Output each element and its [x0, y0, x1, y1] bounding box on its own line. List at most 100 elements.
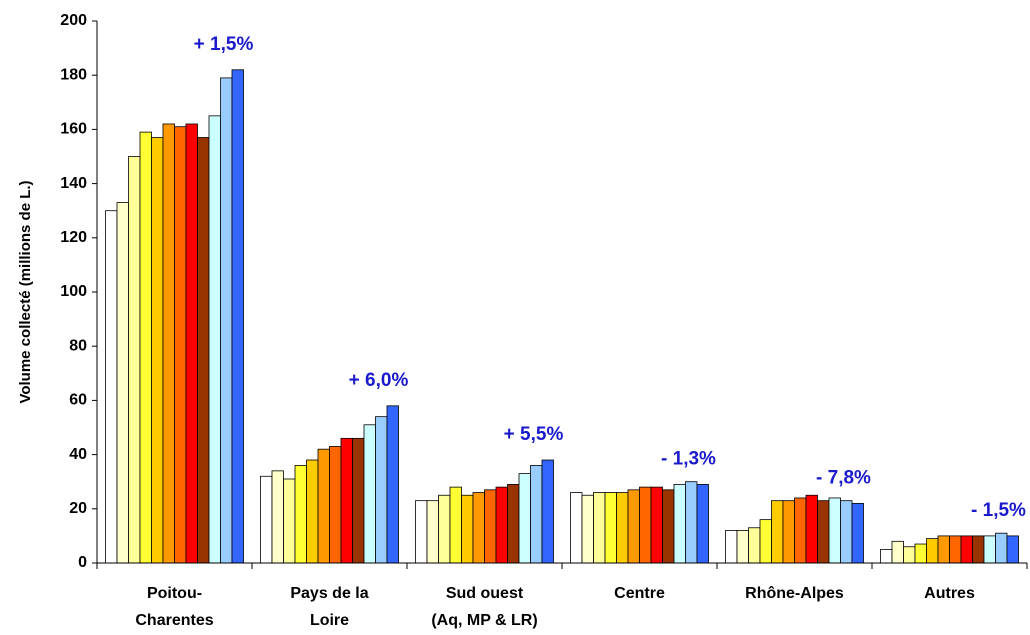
bar: [541, 459, 554, 564]
bar: [794, 497, 807, 564]
annotation: + 5,5%: [504, 424, 564, 445]
bar: [375, 416, 388, 564]
bar: [461, 494, 474, 564]
bar: [771, 500, 784, 564]
annotation: - 1,5%: [971, 500, 1026, 521]
bar: [472, 492, 485, 564]
bar: [185, 123, 198, 564]
bar: [294, 465, 307, 564]
x-tick-label: Loire: [310, 612, 349, 629]
bar: [530, 465, 543, 564]
bar: [581, 494, 594, 564]
bar: [650, 486, 663, 564]
annotation: + 1,5%: [194, 34, 254, 55]
bar: [162, 123, 175, 564]
bar: [627, 489, 640, 564]
bar: [840, 500, 853, 564]
y-tick-label: 80: [69, 337, 87, 354]
y-tick-label: 120: [60, 229, 87, 246]
bar: [174, 126, 187, 564]
bar: [891, 540, 904, 564]
bar: [616, 492, 629, 564]
bar: [518, 473, 531, 564]
bar: [449, 486, 462, 564]
annotation: - 1,3%: [661, 448, 716, 469]
y-tick-label: 100: [60, 283, 87, 300]
bar: [426, 500, 439, 564]
annotation: - 7,8%: [816, 467, 871, 488]
bar: [914, 543, 927, 564]
bar: [972, 535, 985, 564]
bar: [306, 459, 319, 564]
bar: [995, 532, 1008, 564]
bar: [317, 448, 330, 564]
bar: [139, 131, 152, 564]
bar: [960, 535, 973, 564]
bar: [983, 535, 996, 564]
bar: [495, 486, 508, 564]
bar: [151, 137, 164, 564]
bar: [782, 500, 795, 564]
bar: [604, 492, 617, 564]
bar: [880, 549, 893, 564]
y-tick-label: 140: [60, 175, 87, 192]
x-tick-label: Poitou-: [147, 585, 202, 602]
bar: [329, 446, 342, 564]
bar: [725, 530, 738, 564]
bar: [736, 530, 749, 564]
bar: [639, 486, 652, 564]
bar: [937, 535, 950, 564]
y-tick-label: 40: [69, 446, 87, 463]
bar: [685, 481, 698, 564]
bar: [105, 210, 118, 564]
bar: [673, 484, 686, 564]
bar: [208, 115, 221, 564]
bar: [197, 137, 210, 564]
bar: [283, 478, 296, 564]
bar: [128, 156, 141, 564]
y-tick-label: 160: [60, 121, 87, 138]
x-tick-label: (Aq, MP & LR): [431, 612, 537, 629]
bar: [759, 519, 772, 564]
bar: [662, 489, 675, 564]
bar: [926, 538, 939, 564]
bar: [748, 527, 761, 564]
y-tick-label: 180: [60, 66, 87, 83]
annotation: + 6,0%: [349, 370, 409, 391]
bar: [260, 475, 273, 564]
bar: [903, 546, 916, 564]
y-tick-label: 200: [60, 12, 87, 29]
x-tick-label: Rhône-Alpes: [745, 585, 844, 602]
bar: [851, 502, 864, 564]
x-tick-label: Charentes: [135, 612, 213, 629]
bar: [593, 492, 606, 564]
bar: [363, 424, 376, 564]
bar: [828, 497, 841, 564]
bar: [484, 489, 497, 564]
bar: [805, 494, 818, 564]
bar: [438, 494, 451, 564]
bar: [340, 437, 353, 564]
bar: [271, 470, 284, 564]
bar: [817, 500, 830, 564]
bar: [415, 500, 428, 564]
x-tick-label: Sud ouest: [446, 585, 524, 602]
x-tick-label: Autres: [924, 585, 975, 602]
y-tick-label: 60: [69, 392, 87, 409]
bar: [116, 202, 129, 564]
y-axis-label: Volume collecté (millions de L.): [17, 180, 34, 403]
bar: [570, 492, 583, 564]
bar: [949, 535, 962, 564]
bar: [220, 77, 233, 564]
bar: [386, 405, 399, 564]
bar: [352, 437, 365, 564]
x-tick-label: Pays de la: [290, 585, 368, 602]
bar: [507, 484, 520, 564]
x-tick-label: Centre: [614, 585, 665, 602]
y-tick-label: 0: [78, 554, 87, 571]
bar: [231, 69, 244, 564]
bar: [1006, 535, 1019, 564]
y-tick-label: 20: [69, 500, 87, 517]
bar: [696, 484, 709, 564]
